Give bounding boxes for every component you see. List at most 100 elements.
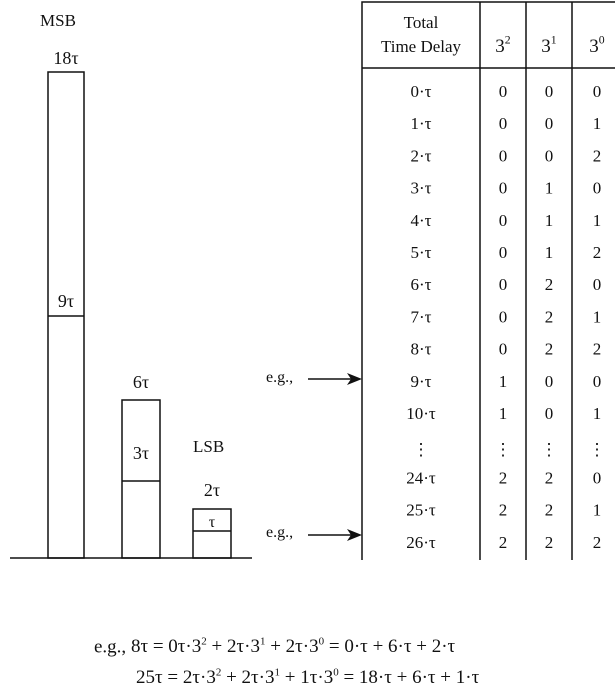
row-digit-3-2: 0 <box>499 243 508 262</box>
table-row: 0·τ 0 0 0 <box>411 82 602 101</box>
row-delay: 0·τ <box>411 82 432 101</box>
table-rows: 0·τ 0 0 01·τ 0 0 12·τ 0 0 23·τ 0 1 04·τ 0 1 15·τ 0 1 26·τ 0… <box>406 82 605 552</box>
row-digit-3-2: 0 <box>499 114 508 133</box>
row-digit-3-2: 0 <box>499 146 508 165</box>
row-digit-3-2: 2 <box>499 468 508 487</box>
row-digit-3-0: 2 <box>593 533 602 552</box>
row-delay: 10·τ <box>406 404 436 423</box>
delay-table: Total Time Delay 32 31 30 0·τ 0 0 0 1·τ 0 0 1 2·τ 0… <box>361 1 615 560</box>
row-delay: 1·τ <box>411 114 432 133</box>
table-row: 24·τ 2 2 0 <box>406 468 601 487</box>
arrow-head-row-8 <box>347 373 362 385</box>
row-digit-3-1: ⋮ <box>541 440 558 459</box>
table-row: 5·τ 0 1 2 <box>411 243 602 262</box>
table-row: ⋮ ⋮ ⋮ ⋮ <box>413 440 606 459</box>
equation-term: + 1τ·3 <box>280 667 334 689</box>
arrow-head-row-25 <box>347 529 362 541</box>
row-digit-3-0: 0 <box>593 82 602 101</box>
equation-exponent: 2 <box>215 667 222 679</box>
row-delay: 6·τ <box>411 275 432 294</box>
eg-label-row-8: e.g., <box>266 369 293 386</box>
table-row: 10·τ 1 0 1 <box>406 404 601 423</box>
digit-header-3-1: 31 <box>541 33 557 57</box>
table-row: 6·τ 0 2 0 <box>411 275 602 294</box>
eg-label-row-25: e.g., <box>266 524 293 541</box>
row-digit-3-1: 2 <box>545 275 554 294</box>
header-total-line1: Total <box>404 13 439 32</box>
digit-header-3-0: 30 <box>589 33 605 57</box>
bar-3-0-inner-label: τ <box>209 514 216 531</box>
bar-3-2-inner-label: 9τ <box>58 291 74 311</box>
row-digit-3-0: 2 <box>593 243 602 262</box>
table-border <box>361 1 615 560</box>
row-digit-3-1: 2 <box>545 307 554 326</box>
row-digit-3-2: ⋮ <box>495 440 512 459</box>
row-digit-3-0: 0 <box>593 179 602 198</box>
row-digit-3-2: 0 <box>499 179 508 198</box>
row-delay: 8·τ <box>411 340 432 359</box>
row-digit-3-0: ⋮ <box>589 440 606 459</box>
row-delay: ⋮ <box>413 440 430 459</box>
equation-line-2-expr: 25τ = 2τ·32 + 2τ·31 + 1τ·30 = 18·τ + 6·τ… <box>136 667 479 688</box>
row-digit-3-1: 0 <box>545 82 554 101</box>
row-digit-3-1: 2 <box>545 533 554 552</box>
digit-header-3-2: 32 <box>495 33 511 57</box>
table-row: 26·τ 2 2 2 <box>406 533 601 552</box>
equation-exponent: 0 <box>318 636 325 648</box>
equation-exponent: 2 <box>201 636 207 648</box>
bar-3-2-top-label: 18τ <box>53 48 78 68</box>
row-delay: 4·τ <box>411 211 432 230</box>
equation-term: 25τ = 2τ·3 <box>136 667 216 689</box>
digit-headers: 32 31 30 <box>495 33 605 57</box>
row-digit-3-1: 1 <box>545 243 554 262</box>
example-arrows: e.g., e.g., <box>266 369 362 541</box>
row-digit-3-0: 0 <box>593 468 602 487</box>
bar-3-2 <box>47 71 85 559</box>
row-digit-3-1: 1 <box>545 211 554 230</box>
equation-line-2: 25τ = 2τ·32 + 2τ·31 + 1τ·30 = 18·τ + 6·τ… <box>136 667 479 689</box>
bar-3-0 <box>192 508 232 559</box>
row-delay: 24·τ <box>406 468 436 487</box>
row-digit-3-2: 0 <box>499 275 508 294</box>
row-delay: 3·τ <box>411 179 432 198</box>
equation-term: = 0·τ + 6·τ + 2·τ <box>324 636 456 658</box>
bar-diagram: MSB 18τ 9τ 6τ 3τ LSB 2τ τ <box>10 11 252 559</box>
table-row: 9·τ 1 0 0 <box>411 372 602 391</box>
table-row: 4·τ 0 1 1 <box>411 211 602 230</box>
lsb-label: LSB <box>193 437 224 456</box>
row-digit-3-1: 2 <box>545 501 554 520</box>
equation-term: + 2τ·3 <box>206 636 260 658</box>
row-digit-3-0: 1 <box>593 307 602 326</box>
row-digit-3-1: 0 <box>545 372 554 391</box>
row-delay: 26·τ <box>406 533 436 552</box>
row-delay: 25·τ <box>406 501 436 520</box>
equation-exponent: 1 <box>259 636 266 648</box>
bar-3-1-inner-label: 3τ <box>133 443 149 463</box>
equation-term: + 2τ·3 <box>265 636 319 658</box>
table-row: 25·τ 2 2 1 <box>406 501 601 520</box>
equation-exponent: 0 <box>333 667 339 679</box>
row-digit-3-1: 2 <box>545 340 554 359</box>
row-digit-3-2: 2 <box>499 533 508 552</box>
row-delay: 2·τ <box>411 146 432 165</box>
equation-term: + 2τ·3 <box>221 667 275 689</box>
equation-term: 8τ = 0τ·3 <box>130 636 202 658</box>
row-digit-3-2: 0 <box>499 211 508 230</box>
row-digit-3-2: 0 <box>499 340 508 359</box>
row-digit-3-1: 1 <box>545 179 554 198</box>
row-delay: 7·τ <box>411 307 432 326</box>
row-digit-3-0: 0 <box>593 372 602 391</box>
row-digit-3-2: 0 <box>499 82 508 101</box>
row-digit-3-2: 1 <box>499 372 508 391</box>
row-digit-3-2: 0 <box>499 307 508 326</box>
row-digit-3-1: 0 <box>545 146 554 165</box>
row-delay: 5·τ <box>411 243 432 262</box>
bar-3-1-top-label: 6τ <box>133 372 149 392</box>
table-row: 3·τ 0 1 0 <box>411 179 602 198</box>
equation-line-1: e.g., 8τ = 0τ·32 + 2τ·31 + 2τ·30 = 0·τ +… <box>94 636 455 658</box>
table-row: 8·τ 0 2 2 <box>411 340 602 359</box>
equation-exponent: 1 <box>274 667 281 679</box>
row-digit-3-0: 1 <box>593 404 602 423</box>
row-digit-3-2: 1 <box>499 404 508 423</box>
row-digit-3-0: 1 <box>593 114 602 133</box>
